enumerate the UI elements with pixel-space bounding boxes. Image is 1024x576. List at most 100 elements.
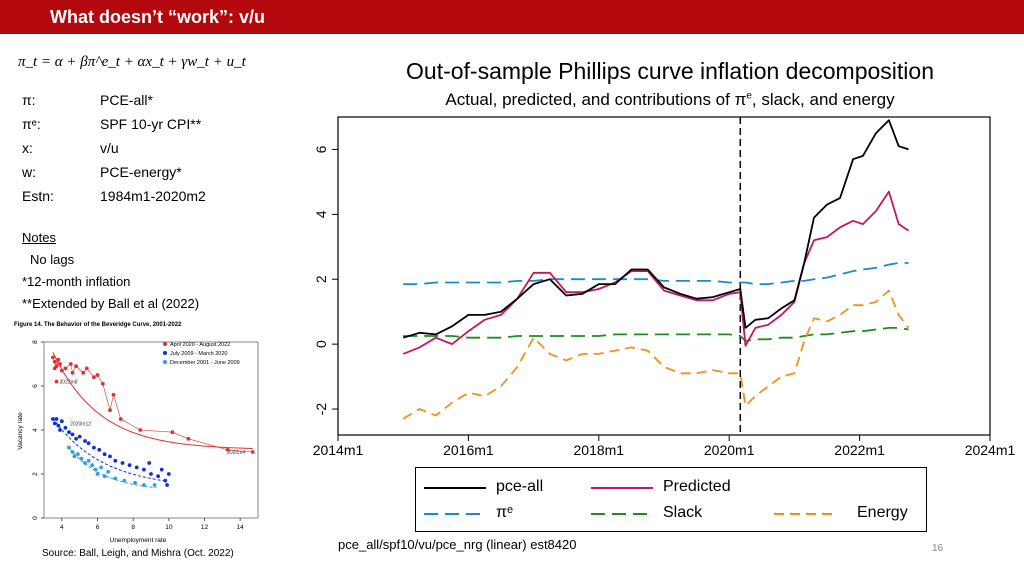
legend-label: πᵉ	[496, 504, 513, 521]
bev-point	[250, 450, 255, 454]
bev-y-tick-label: 0	[32, 516, 39, 520]
bev-x-tick-label: 4	[60, 524, 64, 531]
bev-point	[142, 467, 146, 472]
definition-row: x: v/u	[22, 136, 322, 160]
bev-point	[127, 463, 132, 468]
definition-value: PCE-energy*	[100, 164, 182, 180]
bev-point	[84, 366, 89, 371]
x-tick-label: 2022m1	[834, 442, 885, 458]
legend-label: Energy	[857, 504, 908, 521]
chart-subtitle: Actual, predicted, and contributions of …	[445, 90, 895, 109]
bev-point	[54, 417, 59, 421]
bev-point	[86, 458, 91, 463]
x-tick-label: 2020m1	[704, 442, 755, 458]
definition-symbol: Estn:	[22, 188, 54, 204]
bev-point	[159, 467, 164, 472]
bev-point	[81, 370, 86, 375]
bev-point	[108, 454, 112, 459]
y-tick-label: -2	[313, 403, 329, 416]
bev-point	[133, 480, 137, 485]
page-number: 16	[932, 543, 944, 554]
bev-point	[156, 474, 161, 479]
definition-value: 1984m1-2020m2	[100, 188, 206, 204]
bev-x-tick-label: 14	[237, 524, 245, 531]
bev-annotation: 2020m4	[227, 450, 245, 456]
bev-point	[142, 483, 146, 487]
series-line-pi-e	[403, 262, 909, 286]
notes: Notes No lags *12-month inflation **Exte…	[22, 227, 199, 315]
definition-row: π: PCE-all*	[22, 88, 322, 112]
beveridge-curve-figure: Figure 14. The Behavior of the Beveridge…	[14, 322, 259, 544]
bev-point	[138, 428, 143, 432]
source-citation: Source: Ball, Leigh, and Mishra (Oct. 20…	[42, 548, 234, 559]
bev-point	[67, 445, 71, 450]
plot-frame	[337, 116, 991, 436]
phillips-equation: π_t = α + βπ^e_t + αx_t + γw_t + u_t	[18, 54, 246, 70]
bev-point	[93, 467, 98, 472]
series-line-slack	[403, 326, 909, 342]
bev-point	[58, 428, 62, 432]
bev-point	[70, 432, 75, 437]
bev-point	[165, 483, 170, 487]
bev-point	[186, 436, 191, 441]
y-tick-label: 6	[313, 145, 329, 153]
main-chart: 2014m1 2016m1 2018m1 2020m1 2022m1 2024m1 -2 0 2…	[313, 116, 1016, 458]
bev-point	[92, 445, 96, 450]
bev-point	[54, 379, 59, 384]
bev-x-tick-label: 10	[165, 524, 173, 531]
bev-point	[52, 359, 57, 364]
definition-value: v/u	[100, 140, 119, 156]
bev-point	[68, 362, 73, 366]
definition-symbol: x:	[22, 140, 33, 156]
bev-x-tick-label: 8	[131, 524, 135, 531]
chart-legend: pce-all Predicted πᵉ Slack Energy	[415, 467, 927, 532]
legend-label: Slack	[663, 504, 703, 521]
bev-point	[166, 472, 171, 476]
bev-point	[67, 430, 71, 435]
bev-point	[83, 461, 87, 465]
bev-legend-label: April 2020 - August 2022	[170, 342, 230, 348]
definition-row: Estn: 1984m1-2020m2	[22, 184, 322, 208]
bev-y-tick-label: 8	[32, 340, 39, 344]
bev-fit-curve	[52, 352, 253, 449]
bev-x-tick-label: 12	[201, 524, 209, 531]
bev-plot-frame	[43, 341, 259, 519]
bev-legend-label: December 2001 - June 2009	[170, 360, 240, 366]
chart-title: Out-of-sample Phillips curve inflation d…	[406, 58, 934, 84]
bev-legend-marker	[163, 360, 167, 364]
bev-point	[95, 472, 100, 476]
legend-label: Predicted	[663, 478, 731, 495]
definition-symbol: w:	[22, 164, 36, 180]
bev-point	[76, 452, 80, 457]
bev-x-tick-label: 6	[96, 524, 100, 531]
bev-point	[58, 362, 62, 366]
y-tick-label: 0	[313, 340, 329, 348]
notes-heading: Notes	[22, 230, 56, 245]
definition-symbol: πᵉ:	[22, 116, 41, 132]
bev-point	[95, 373, 100, 377]
bev-point	[99, 465, 103, 470]
bev-point	[83, 439, 87, 443]
bev-fit-curve	[66, 445, 157, 489]
bev-annotation: 2020m12	[70, 421, 91, 427]
bev-point	[51, 417, 55, 421]
note-item: *12-month inflation	[22, 274, 131, 289]
bev-title: Figure 14. The Behavior of the Beveridge…	[14, 322, 182, 328]
bev-point	[63, 366, 68, 371]
bev-point	[113, 476, 118, 481]
bev-legend-marker	[163, 342, 167, 346]
bev-point	[72, 454, 77, 459]
bev-point	[106, 469, 111, 474]
bev-y-tick-label: 4	[32, 428, 39, 432]
x-tick-label: 2018m1	[574, 442, 625, 458]
bev-point	[92, 375, 96, 380]
bev-annotation: 2022m8	[59, 380, 77, 386]
definition-value: SPF 10-yr CPI**	[100, 116, 202, 132]
bev-point	[122, 478, 127, 483]
bev-point	[52, 366, 57, 371]
definition-row: w: PCE-energy*	[22, 160, 322, 184]
bev-point	[102, 474, 107, 479]
bev-point	[152, 483, 157, 487]
bev-point	[134, 465, 139, 470]
definition-symbol: π:	[22, 92, 36, 108]
